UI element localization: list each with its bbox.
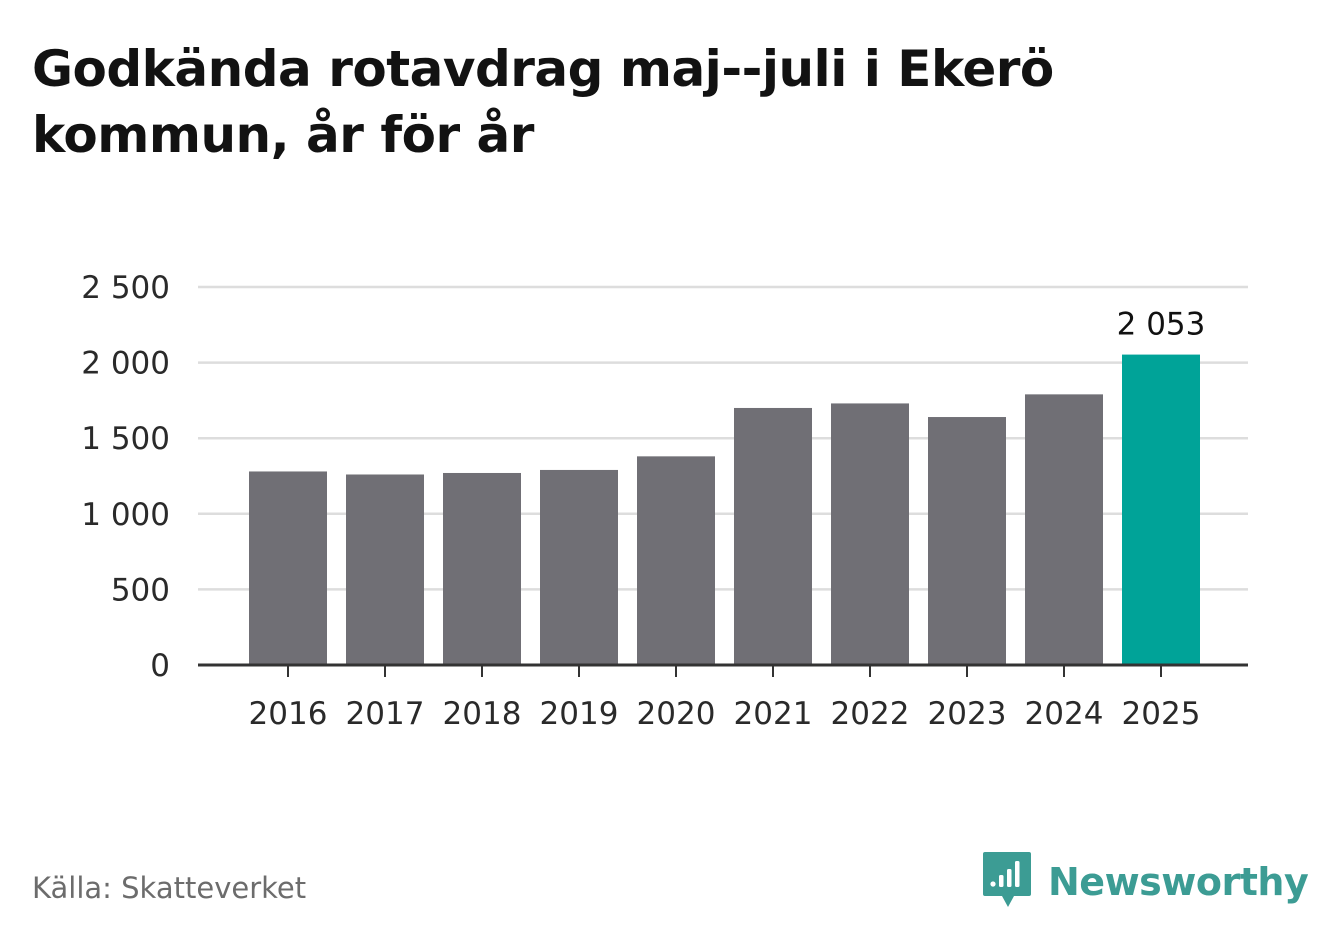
bar-2024 xyxy=(1025,394,1103,665)
x-tick-label: 2020 xyxy=(637,696,716,732)
x-tick-label: 2017 xyxy=(346,696,425,732)
brand-name: Newsworthy xyxy=(1048,860,1309,904)
x-tick-label: 2022 xyxy=(831,696,910,732)
brand-logo: Newsworthy xyxy=(982,850,1309,914)
x-tick-label: 2025 xyxy=(1122,696,1201,732)
bar-2023 xyxy=(928,417,1006,665)
source-note: Källa: Skatteverket xyxy=(32,871,307,905)
bar-2020 xyxy=(637,456,715,665)
bar-2022 xyxy=(831,403,909,665)
y-tick-label: 2 000 xyxy=(81,346,170,382)
chart-title: Godkända rotavdrag maj--juli i Ekerö kom… xyxy=(32,40,1054,164)
x-tick-label: 2019 xyxy=(540,696,619,732)
bar-2018 xyxy=(443,472,521,665)
bar-2016 xyxy=(249,471,327,665)
x-tick-label: 2018 xyxy=(443,696,522,732)
bar-2019 xyxy=(540,469,618,665)
y-tick-label: 0 xyxy=(150,648,170,684)
y-tick-label: 1 500 xyxy=(81,421,170,457)
y-tick-label: 1 000 xyxy=(81,497,170,533)
x-axis: 2016 2017 2018 2019 2020 2021 2022 2023 2024 2025 xyxy=(198,663,1248,732)
x-tick-label: 2023 xyxy=(928,696,1007,732)
data-labels: 2 053 xyxy=(1117,307,1206,343)
y-tick-label: 2 500 xyxy=(81,270,170,306)
newsworthy-logo-icon xyxy=(982,850,1032,914)
x-tick-label: 2024 xyxy=(1025,696,1104,732)
bars xyxy=(249,354,1200,665)
bar-2021 xyxy=(734,407,812,665)
y-tick-label: 500 xyxy=(111,572,170,608)
x-tick-label: 2016 xyxy=(249,696,328,732)
x-tick-label: 2021 xyxy=(734,696,813,732)
y-axis-ticks: 0 500 1 000 1 500 2 000 2 500 xyxy=(81,270,170,684)
data-label: 2 053 xyxy=(1117,307,1206,343)
bar-2025 xyxy=(1122,354,1200,665)
bar-2017 xyxy=(346,474,424,665)
